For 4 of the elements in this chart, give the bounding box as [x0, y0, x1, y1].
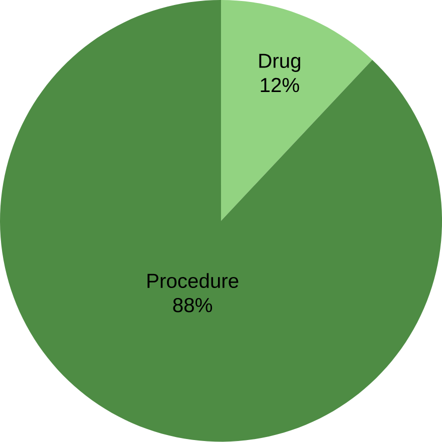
- data-label: 88%: [173, 298, 212, 312]
- slice-label: Procedure: [148, 273, 238, 288]
- data-label: 12%: [260, 78, 300, 92]
- slice-label: Drug: [259, 54, 300, 72]
